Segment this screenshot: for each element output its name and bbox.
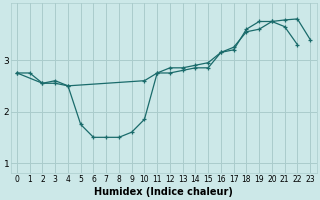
X-axis label: Humidex (Indice chaleur): Humidex (Indice chaleur) xyxy=(94,187,233,197)
